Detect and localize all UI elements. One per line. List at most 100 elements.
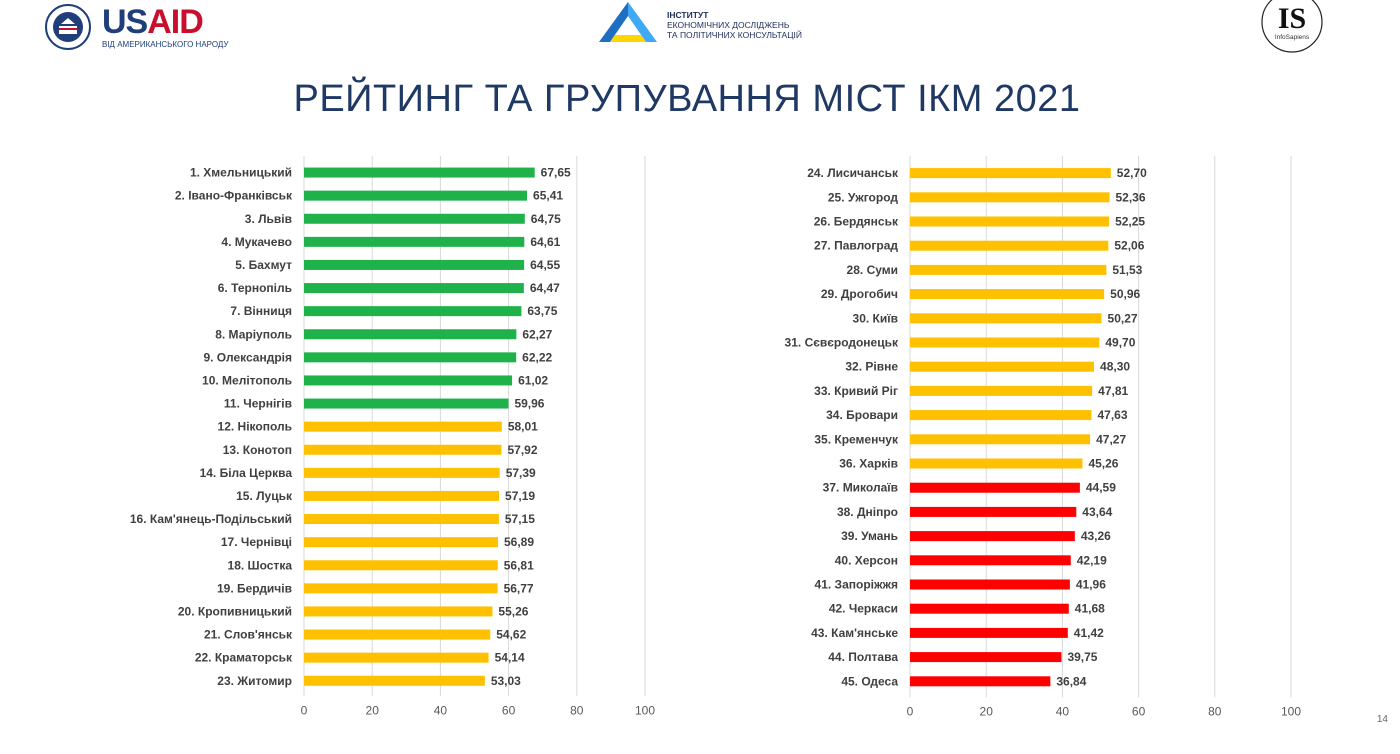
left-value-label: 55,26	[498, 604, 528, 618]
right-value-label: 44,59	[1086, 481, 1116, 495]
left-value-label: 53,03	[491, 674, 521, 688]
usaid-logo: USAID ВІД АМЕРИКАНСЬКОГО НАРОДУ	[44, 2, 228, 52]
chart-right: 0 20 40 60 80 100 24. Лисичанськ 52,70 25. Ужгор…	[785, 156, 1301, 718]
left-value-label: 57,92	[508, 443, 538, 457]
chart-left: 0 20 40 60 80 100 1. Хмельницький 67,65 2. Івано…	[130, 156, 655, 717]
right-bar	[910, 192, 1110, 203]
right-category-label: 34. Бровари	[826, 408, 898, 422]
right-bar	[910, 289, 1105, 300]
right-category-label: 26. Бердянськ	[814, 215, 899, 229]
right-tick-label: 0	[907, 704, 914, 718]
left-bar	[304, 329, 517, 340]
right-category-label: 41. Запоріжжя	[815, 578, 898, 592]
right-category-label: 38. Дніпро	[837, 505, 898, 519]
right-value-label: 47,27	[1096, 432, 1126, 446]
left-category-label: 16. Кам'янець-Подільський	[130, 512, 292, 526]
page-number: 14	[1376, 714, 1388, 725]
usaid-wordmark: USAID	[102, 5, 228, 39]
left-tick-label: 40	[434, 703, 448, 717]
usaid-us: US	[102, 3, 148, 41]
ier-logo: ІНСТИТУТ ЕКОНОМІЧНИХ ДОСЛІДЖЕНЬ ТА ПОЛІТ…	[597, 0, 802, 44]
left-bar	[304, 352, 517, 363]
right-value-label: 41,68	[1075, 602, 1105, 616]
left-category-label: 12. Нікополь	[218, 420, 292, 434]
right-bar	[910, 603, 1069, 614]
left-tick-label: 100	[635, 703, 655, 717]
left-category-label: 2. Івано-Франківськ	[175, 189, 293, 203]
left-category-label: 15. Луцьк	[236, 489, 293, 503]
left-bar	[304, 236, 525, 247]
right-bar	[910, 531, 1075, 542]
left-bar	[304, 306, 522, 317]
left-bar	[304, 398, 509, 409]
ier-text: ІНСТИТУТ ЕКОНОМІЧНИХ ДОСЛІДЖЕНЬ ТА ПОЛІТ…	[667, 10, 802, 40]
left-bar	[304, 652, 489, 663]
infosapiens-name: InfoSapiens	[1275, 34, 1310, 41]
left-category-label: 9. Олександрія	[203, 350, 292, 364]
left-value-label: 61,02	[518, 373, 548, 387]
right-bar	[910, 506, 1077, 517]
right-bar	[910, 482, 1080, 493]
left-category-label: 21. Слов'янськ	[204, 628, 293, 642]
left-bar	[304, 421, 502, 432]
left-category-label: 7. Вінниця	[230, 304, 292, 318]
right-bar	[910, 676, 1051, 687]
right-bar	[910, 652, 1062, 663]
right-category-label: 30. Київ	[853, 311, 898, 325]
left-value-label: 62,22	[522, 350, 552, 364]
left-bar	[304, 190, 528, 201]
right-value-label: 41,96	[1076, 578, 1106, 592]
left-category-label: 18. Шостка	[228, 558, 293, 572]
right-category-label: 36. Харків	[839, 457, 898, 471]
right-value-label: 52,25	[1115, 215, 1145, 229]
right-value-label: 49,70	[1105, 336, 1135, 350]
left-category-label: 4. Мукачево	[221, 235, 292, 249]
ier-line-2: ЕКОНОМІЧНИХ ДОСЛІДЖЕНЬ	[667, 20, 790, 30]
right-value-label: 50,96	[1110, 287, 1140, 301]
left-bar	[304, 167, 535, 178]
right-value-label: 48,30	[1100, 360, 1130, 374]
right-category-label: 42. Черкаси	[829, 602, 898, 616]
left-value-label: 64,75	[531, 212, 561, 226]
left-value-label: 56,89	[504, 535, 534, 549]
left-bar	[304, 259, 525, 270]
right-bar	[910, 555, 1071, 566]
left-category-label: 22. Краматорськ	[195, 651, 293, 665]
right-value-label: 47,81	[1098, 384, 1128, 398]
left-value-label: 56,77	[504, 581, 534, 595]
infosapiens-logo: IS InfoSapiens	[1261, 0, 1323, 53]
ier-line-1: ІНСТИТУТ	[667, 10, 709, 20]
usaid-seal-icon	[45, 4, 91, 50]
right-category-label: 43. Кам'янське	[811, 626, 898, 640]
infosapiens-mark: IS	[1278, 2, 1306, 35]
right-category-label: 28. Суми	[847, 263, 898, 277]
right-value-label: 52,36	[1115, 190, 1145, 204]
left-value-label: 64,61	[530, 235, 560, 249]
left-bar	[304, 583, 498, 594]
left-value-label: 57,39	[506, 466, 536, 480]
right-value-label: 41,42	[1074, 626, 1104, 640]
right-tick-label: 40	[1056, 704, 1070, 718]
right-value-label: 52,70	[1117, 166, 1147, 180]
left-value-label: 58,01	[508, 420, 538, 434]
right-value-label: 42,19	[1077, 553, 1107, 567]
usaid-tagline: ВІД АМЕРИКАНСЬКОГО НАРОДУ	[102, 40, 229, 49]
left-category-label: 20. Кропивницький	[178, 604, 292, 618]
right-tick-label: 60	[1132, 704, 1146, 718]
usaid-aid: AID	[147, 3, 204, 41]
right-category-label: 33. Кривий Ріг	[814, 384, 898, 398]
right-category-label: 44. Полтава	[828, 650, 898, 664]
left-bar	[304, 560, 498, 571]
left-bar	[304, 467, 500, 478]
left-value-label: 54,62	[496, 628, 526, 642]
right-bar	[910, 216, 1110, 227]
right-bar	[910, 385, 1093, 396]
right-bar	[910, 168, 1111, 179]
right-value-label: 52,06	[1114, 239, 1144, 253]
right-category-label: 32. Рівне	[845, 360, 898, 374]
left-category-label: 10. Мелітополь	[202, 373, 292, 387]
left-tick-label: 80	[570, 703, 584, 717]
left-bar	[304, 375, 513, 386]
right-bar	[910, 361, 1095, 372]
header: USAID ВІД АМЕРИКАНСЬКОГО НАРОДУ ІНСТИТУТ…	[0, 0, 1400, 60]
